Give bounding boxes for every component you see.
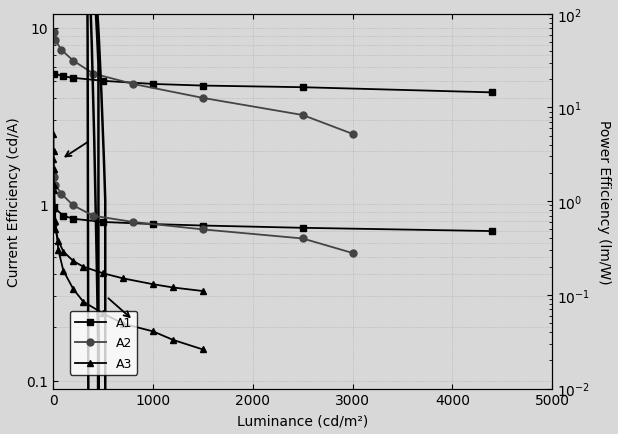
A3 <box>99 311 107 316</box>
A2 <box>90 72 97 77</box>
A2 <box>70 59 77 64</box>
Line: A2: A2 <box>50 29 356 138</box>
A1 <box>70 76 77 81</box>
A3 <box>169 338 177 343</box>
A2 <box>349 132 357 137</box>
A3 <box>50 132 57 137</box>
A1 <box>489 91 496 96</box>
A2 <box>129 82 137 87</box>
A1 <box>59 75 67 80</box>
A2 <box>199 96 206 101</box>
A1 <box>51 72 58 77</box>
A3 <box>54 248 62 253</box>
Legend: A1, A2, A3: A1, A2, A3 <box>70 311 137 375</box>
A3 <box>50 171 57 176</box>
A1 <box>199 84 206 89</box>
A3 <box>50 149 57 154</box>
A2 <box>299 113 307 118</box>
A2 <box>50 30 57 35</box>
A2 <box>57 48 65 53</box>
A3 <box>59 268 67 273</box>
A1 <box>150 82 157 87</box>
A1 <box>99 79 107 84</box>
A3 <box>199 347 206 352</box>
Line: A1: A1 <box>51 71 496 97</box>
A1 <box>299 85 307 91</box>
A3 <box>52 219 59 224</box>
Y-axis label: Current Efficiency (cd/A): Current Efficiency (cd/A) <box>7 117 21 286</box>
A3 <box>119 321 127 326</box>
X-axis label: Luminance (cd/m²): Luminance (cd/m²) <box>237 413 368 427</box>
A3 <box>70 287 77 292</box>
A3 <box>150 329 157 334</box>
Line: A3: A3 <box>50 131 206 353</box>
A3 <box>51 188 58 193</box>
A2 <box>52 39 59 44</box>
Y-axis label: Power Efficiency (lm/W): Power Efficiency (lm/W) <box>597 120 611 284</box>
A3 <box>80 299 87 305</box>
